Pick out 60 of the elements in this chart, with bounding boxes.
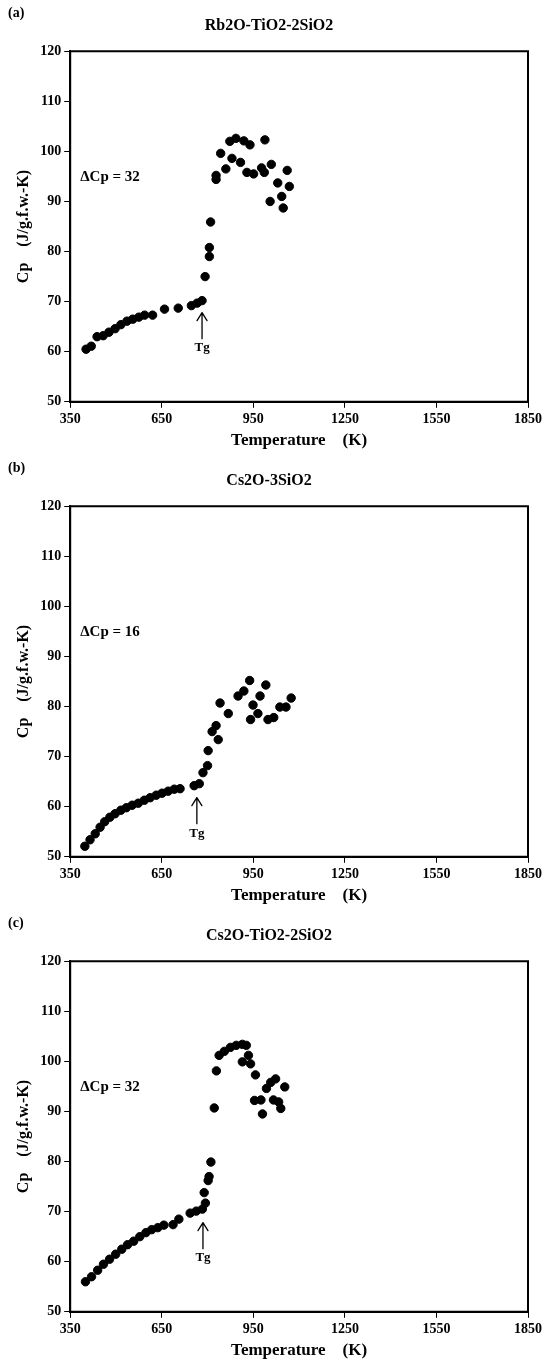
x-tick-label: 950 [242, 865, 264, 881]
y-tick-label: 70 [47, 748, 62, 764]
annotation: Tg [194, 339, 211, 355]
y-tick-label: 60 [47, 1253, 62, 1269]
y-tick-label: 50 [47, 1303, 62, 1319]
y-tick-label: 50 [47, 393, 62, 409]
x-tick-label: 1250 [330, 1320, 359, 1336]
x-axis-title: Temperature (K) [231, 885, 368, 905]
y-tick-label: 80 [47, 698, 62, 714]
chart-title: Cs2O-TiO2-2SiO2 [206, 925, 332, 943]
y-tick-label: 90 [47, 193, 62, 209]
annotation: ΔCp = 16 [80, 623, 141, 640]
chart-title: Cs2O-3SiO2 [226, 470, 312, 488]
x-tick-label: 350 [59, 1320, 81, 1336]
y-axis-title: Cp (J/g.f.w.-K) [13, 169, 32, 284]
y-tick-label: 60 [47, 343, 62, 359]
x-tick-label: 1550 [422, 865, 451, 881]
y-tick-label: 80 [47, 1153, 62, 1169]
x-tick-label: 650 [151, 1320, 173, 1336]
y-tick-label: 110 [40, 92, 62, 108]
y-axis-title: Cp (J/g.f.w.-K) [13, 624, 32, 739]
text: (c) [8, 914, 24, 931]
y-tick-label: 50 [47, 848, 62, 864]
x-tick-label: 1250 [330, 410, 359, 426]
y-tick-label: 100 [40, 142, 62, 158]
x-tick-label: 1850 [514, 865, 542, 881]
y-tick-label: 100 [40, 1052, 62, 1068]
text: (b) [8, 459, 26, 476]
y-tick-label: 90 [47, 648, 62, 664]
annotation: Tg [189, 824, 205, 840]
y-tick-label: 120 [40, 497, 62, 513]
y-tick-label: 110 [40, 547, 62, 563]
y-tick-label: 120 [40, 952, 62, 968]
annotation: Tg [195, 1249, 212, 1265]
x-tick-label: 1550 [422, 410, 451, 426]
y-tick-label: 110 [40, 1002, 62, 1018]
y-tick-label: 60 [47, 798, 62, 814]
x-tick-label: 1250 [330, 865, 359, 881]
x-tick-label: 350 [59, 865, 81, 881]
x-tick-label: 650 [151, 410, 173, 426]
annotation: ΔCp = 32 [80, 1078, 140, 1095]
x-tick-label: 650 [151, 865, 173, 881]
x-tick-label: 1550 [422, 1320, 451, 1336]
x-tick-label: 1850 [514, 410, 542, 426]
x-tick-label: 950 [242, 1320, 264, 1336]
y-tick-label: 120 [40, 42, 62, 58]
chart-title: Rb2O-TiO2-2SiO2 [204, 15, 334, 33]
annotation: ΔCp = 32 [80, 168, 140, 185]
y-tick-label: 90 [47, 1103, 62, 1119]
x-axis-title: Temperature (K) [231, 430, 368, 450]
x-tick-label: 950 [242, 410, 264, 426]
x-tick-label: 350 [59, 410, 81, 426]
y-tick-label: 70 [47, 293, 62, 309]
y-tick-label: 70 [47, 1203, 62, 1219]
x-tick-label: 1850 [514, 1320, 542, 1336]
text: (a) [8, 4, 25, 21]
y-axis-title: Cp (J/g.f.w.-K) [13, 1079, 32, 1194]
x-axis-title: Temperature (K) [231, 1340, 368, 1360]
y-tick-label: 100 [40, 597, 62, 613]
y-tick-label: 80 [47, 243, 62, 259]
